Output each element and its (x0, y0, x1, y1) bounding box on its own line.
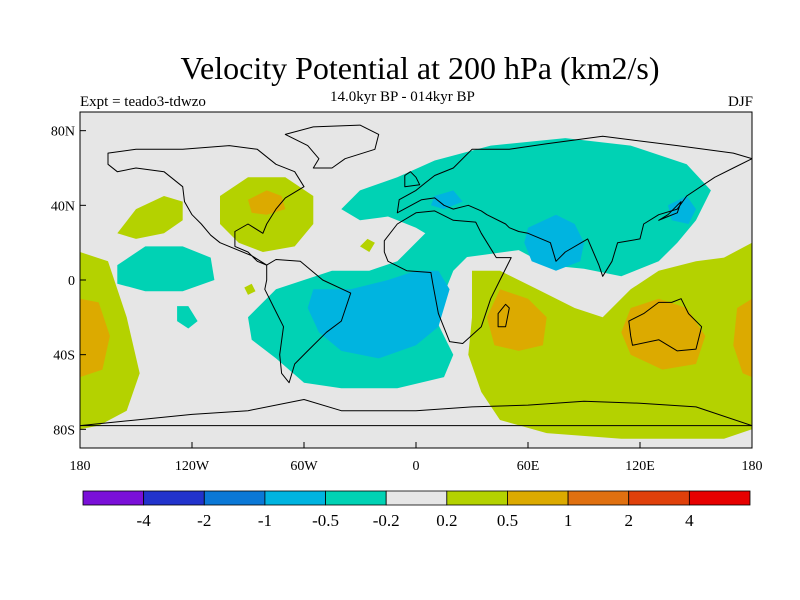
chart-subtitle: 14.0kyr BP - 014kyr BP (330, 89, 475, 105)
contour-fields (80, 138, 752, 439)
coastline-japan (658, 201, 682, 221)
y-tick-label: 40N (51, 199, 75, 214)
contour-region-pos-westpacific (80, 252, 140, 430)
contour-region-pos-brazil-small (244, 283, 256, 295)
axis-ticks: 180 120W 60W 0 60E 120E 180 80N 40N 0 40S 80S (51, 125, 763, 474)
colorbar-label: -4 (137, 511, 152, 530)
colorbar-label: -2 (197, 511, 211, 530)
x-tick-label: 180 (70, 459, 91, 474)
coastline-south-america (264, 259, 352, 384)
experiment-label: Expt = teado3-tdwzo (80, 94, 206, 110)
contour-region-neg-asia-core-1 (524, 214, 584, 271)
coastline-antarctica (80, 399, 752, 427)
coastline-british-isles (404, 171, 421, 188)
coastline-north-america (107, 145, 305, 266)
colorbar-swatch (325, 490, 387, 506)
coastline-madagascar (497, 303, 510, 328)
x-tick-label: 0 (413, 459, 420, 474)
colorbar-swatch (82, 490, 145, 506)
colorbar-label: 4 (685, 511, 694, 530)
colorbar-label: 1 (564, 511, 573, 530)
colorbar-swatch (628, 490, 690, 506)
contour-region-neg-southpacific (177, 306, 198, 329)
y-tick-label: 0 (68, 274, 75, 289)
colorbar-swatch (143, 490, 205, 506)
colorbar-swatch (567, 490, 630, 506)
x-tick-label: 60W (290, 459, 318, 474)
contour-region-pos-indian-australia (468, 242, 752, 439)
colorbar-swatch (446, 490, 508, 506)
colorbar-swatch (507, 490, 569, 506)
colorbar-swatch (264, 490, 326, 506)
colorbar-swatch (688, 490, 751, 506)
colorbar-swatch (203, 490, 266, 506)
colorbar-swatch (385, 490, 448, 506)
colorbar-label: -1 (258, 511, 272, 530)
contour-region-pos-indian-core (486, 289, 547, 351)
coastline-greenland (284, 124, 380, 169)
contour-region-neg-atlantic-core (307, 270, 450, 359)
coastline-australia (628, 298, 703, 352)
x-tick-label: 120E (625, 459, 655, 474)
contour-region-neg-asia-core-2 (668, 196, 696, 224)
chart-title: Velocity Potential at 200 hPa (km2/s) (180, 50, 660, 86)
contour-region-neg-eurasia (341, 138, 711, 277)
y-tick-label: 80N (51, 125, 75, 140)
colorbar-label: 0.5 (497, 511, 518, 530)
y-tick-label: 40S (53, 349, 75, 364)
colorbar-label: 0.2 (436, 511, 457, 530)
contour-region-neg-europe-core (430, 190, 463, 210)
colorbar-label: 2 (624, 511, 633, 530)
x-tick-label: 180 (742, 459, 763, 474)
colorbar: -4 -2 -1 -0.5 -0.2 0.2 0.5 1 2 4 (82, 490, 751, 530)
contour-region-pos-australia-core (621, 298, 706, 370)
contour-region-pos-westpacific-core (80, 298, 110, 378)
contour-region-pos-westpacific-core-wrap (733, 298, 752, 378)
contour-region-neg-eastpacific (117, 246, 215, 292)
contour-region-pos-atlantic-small (360, 238, 375, 252)
x-tick-label: 60E (517, 459, 540, 474)
coastlines (80, 124, 752, 427)
season-label: DJF (727, 94, 753, 110)
coastline-africa (383, 210, 512, 344)
colorbar-label: -0.5 (312, 511, 339, 530)
x-tick-label: 120W (175, 459, 210, 474)
contour-region-pos-northpacific (117, 196, 183, 239)
y-tick-label: 80S (53, 423, 75, 438)
coastline-eurasia (396, 135, 752, 277)
colorbar-label: -0.2 (373, 511, 400, 530)
